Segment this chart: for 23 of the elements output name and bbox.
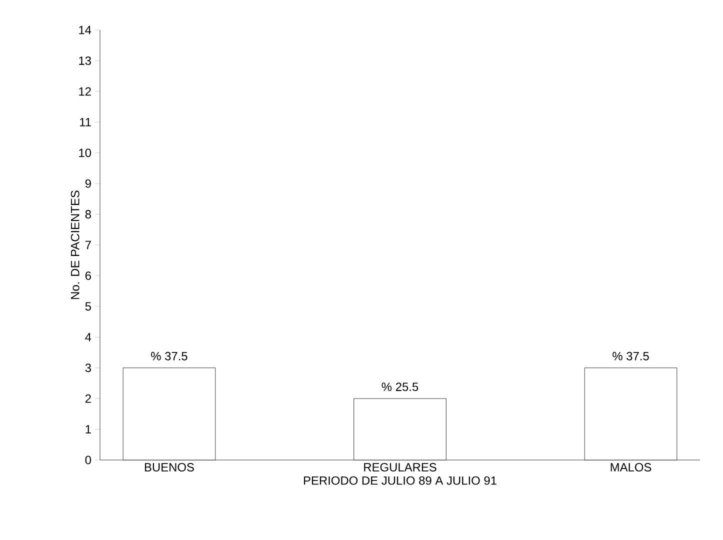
y-tick-label: 0 [85,456,92,464]
y-tick-label: 2 [85,394,91,403]
x-tick-label: BUENOS [144,463,194,472]
y-tick-label: 11 [80,118,91,126]
y-tick-label: 8 [85,210,91,219]
y-tick-label: 13 [79,56,91,65]
y-tick-label: 1 [86,425,91,434]
x-tick-label: REGULARES [364,463,436,472]
y-tick-label: 6 [85,271,91,280]
annotation: % 37.5 [612,352,649,360]
y-tick-label: 12 [79,87,91,96]
y-tick-label: 5 [85,302,91,311]
y-tick-label: 14 [79,26,92,34]
x-tick-label: MALOS [610,463,652,472]
y-tick-label: 7 [85,240,91,250]
y-axis-title: No. DE PACIENTES [70,190,80,299]
y-tick-label: 9 [85,179,91,188]
y-tick-label: 10 [79,148,92,158]
x-axis-title: PERIODO DE JULIO 89 A JULIO 91 [304,476,496,485]
annotation: % 37.5 [151,352,188,360]
annotation: % 25.5 [382,382,418,392]
y-tick-label: 3 [85,364,91,372]
y-tick-label: 4 [85,333,92,342]
